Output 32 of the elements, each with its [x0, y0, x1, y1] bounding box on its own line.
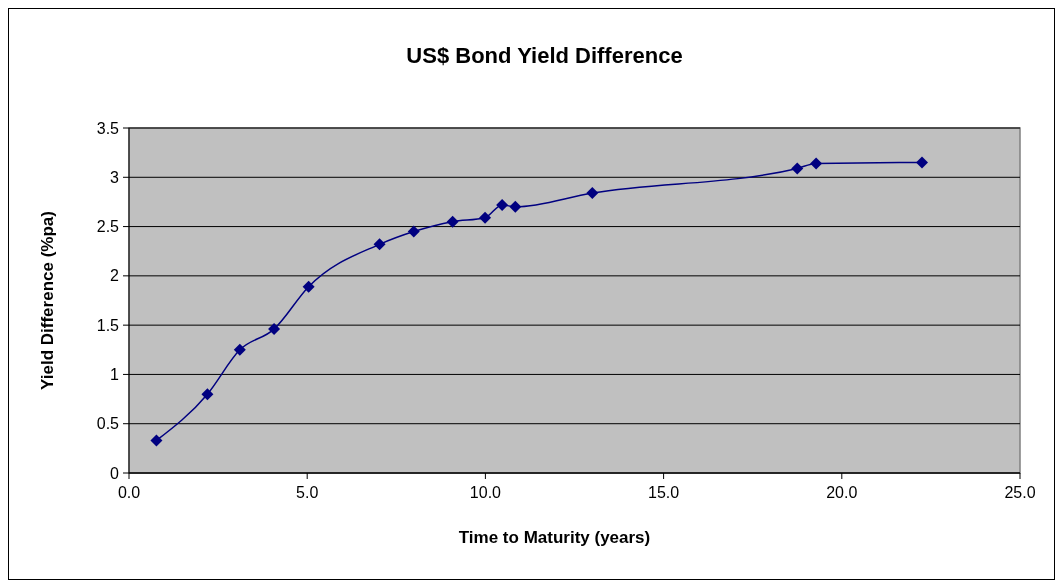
- chart-title: US$ Bond Yield Difference: [406, 43, 683, 68]
- point: [150, 434, 163, 447]
- y-tick-label: 3.5: [96, 119, 120, 137]
- point: [407, 225, 420, 238]
- point: [302, 280, 315, 293]
- x-axis-title: Time to Maturity (years): [458, 528, 651, 547]
- x-tick-label: 10.0: [469, 484, 502, 501]
- y-tick-label: 0.5: [96, 415, 120, 433]
- point: [233, 343, 246, 356]
- y-tick-label: 2.5: [96, 218, 120, 236]
- x-tick-label: 5.0: [296, 484, 319, 501]
- point: [791, 162, 804, 175]
- point: [201, 388, 214, 401]
- x-tick-label: 0.0: [117, 484, 141, 501]
- x-tick-label: 25.0: [1004, 484, 1036, 501]
- point: [810, 157, 823, 170]
- y-tick-label: 1: [110, 366, 120, 384]
- y-tick-label: 2: [110, 267, 120, 285]
- y-tick-label: 3: [110, 168, 120, 186]
- x-tick-label: 15.0: [648, 484, 680, 501]
- y-tick-label: 0: [110, 464, 120, 482]
- point: [446, 215, 459, 228]
- point: [915, 156, 928, 169]
- point: [586, 187, 599, 200]
- point: [479, 211, 492, 224]
- point: [496, 198, 509, 211]
- y-axis-title: Yield Difference (%pa): [38, 211, 57, 390]
- point: [373, 238, 386, 251]
- x-tick-label: 20.0: [826, 484, 858, 501]
- y-tick-label: 1.5: [96, 316, 120, 334]
- point: [268, 323, 281, 336]
- point: [509, 200, 522, 213]
